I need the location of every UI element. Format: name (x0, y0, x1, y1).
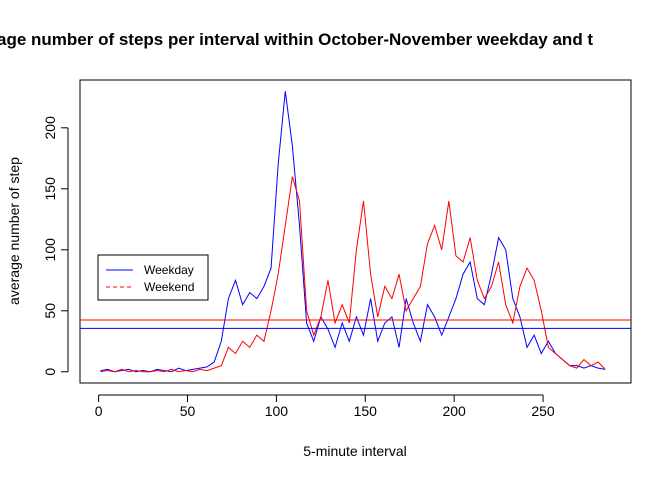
data-line (100, 91, 606, 373)
x-tick-label: 50 (180, 403, 196, 419)
chart-title: age number of steps per interval within … (0, 30, 593, 49)
legend-label: Weekday (144, 263, 194, 277)
x-tick-label: 150 (354, 403, 378, 419)
plot-box (79, 79, 632, 384)
y-tick-label: 0 (42, 368, 58, 376)
y-tick-label: 150 (42, 177, 58, 201)
x-tick-label: 100 (265, 403, 289, 419)
legend-box (97, 254, 209, 301)
x-tick-label: 250 (531, 403, 555, 419)
x-axis-label: 5-minute interval (303, 443, 407, 459)
y-tick-label: 50 (42, 303, 58, 319)
y-tick-label: 100 (42, 238, 58, 262)
x-tick-label: 200 (442, 403, 466, 419)
data-line (100, 176, 606, 373)
y-axis-label: average number of step (6, 157, 22, 305)
x-tick-label: 0 (95, 403, 103, 419)
legend-label: Weekend (144, 280, 194, 294)
y-tick-label: 200 (42, 116, 58, 140)
